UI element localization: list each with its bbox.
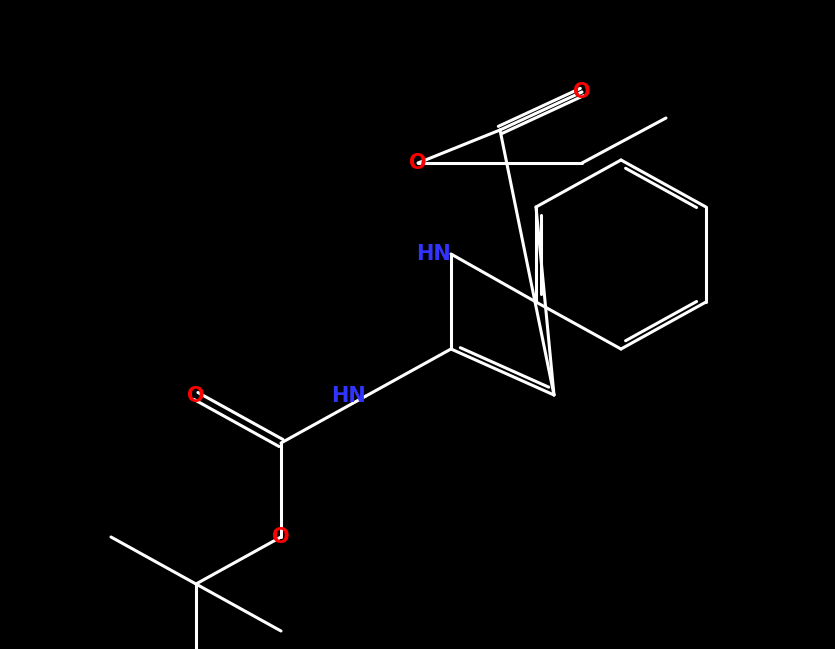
Text: O: O <box>272 527 290 547</box>
Text: HN: HN <box>331 386 366 406</box>
Text: O: O <box>573 82 591 102</box>
Text: O: O <box>187 386 205 406</box>
Text: HN: HN <box>417 244 451 264</box>
Text: O: O <box>409 153 427 173</box>
